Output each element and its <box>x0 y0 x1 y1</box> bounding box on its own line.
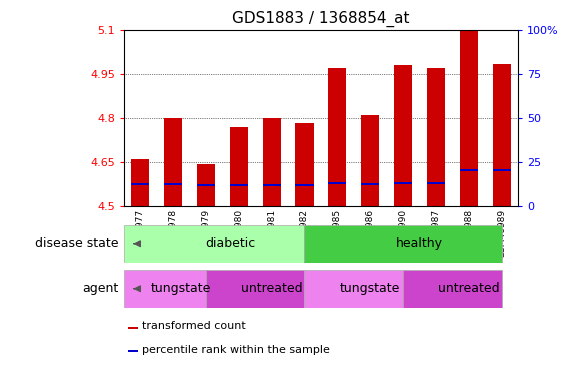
Bar <box>361 115 379 206</box>
Bar <box>296 123 314 206</box>
Bar <box>394 182 412 184</box>
Bar <box>305 270 403 308</box>
Text: agent: agent <box>82 282 118 295</box>
Bar <box>230 184 248 186</box>
Text: untreated: untreated <box>438 282 499 295</box>
Text: diabetic: diabetic <box>205 237 256 250</box>
Bar <box>459 30 478 206</box>
Bar <box>328 68 346 206</box>
Bar <box>164 183 182 185</box>
Bar <box>128 350 138 352</box>
Bar <box>131 159 149 206</box>
Bar <box>230 127 248 206</box>
Text: healthy: healthy <box>396 237 443 250</box>
Bar <box>493 169 511 171</box>
Bar <box>427 68 445 206</box>
Bar <box>164 118 182 206</box>
Bar <box>124 270 206 308</box>
Text: untreated: untreated <box>241 282 302 295</box>
Bar <box>262 118 281 206</box>
Text: tungstate: tungstate <box>151 282 212 295</box>
Bar <box>361 183 379 185</box>
Bar <box>403 270 502 308</box>
Bar <box>305 225 502 262</box>
Bar <box>262 184 281 186</box>
Bar <box>197 164 215 206</box>
Text: transformed count: transformed count <box>142 321 245 331</box>
Bar <box>124 225 305 262</box>
Bar <box>128 327 138 329</box>
Bar <box>459 169 478 171</box>
Text: disease state: disease state <box>35 237 118 250</box>
Bar <box>427 182 445 184</box>
Text: percentile rank within the sample: percentile rank within the sample <box>142 345 329 355</box>
Bar <box>131 183 149 185</box>
Title: GDS1883 / 1368854_at: GDS1883 / 1368854_at <box>232 11 410 27</box>
Bar <box>394 65 412 206</box>
Text: tungstate: tungstate <box>340 282 400 295</box>
Bar <box>296 184 314 186</box>
Bar <box>328 182 346 184</box>
Bar <box>197 184 215 186</box>
Bar <box>493 64 511 206</box>
Bar <box>206 270 305 308</box>
